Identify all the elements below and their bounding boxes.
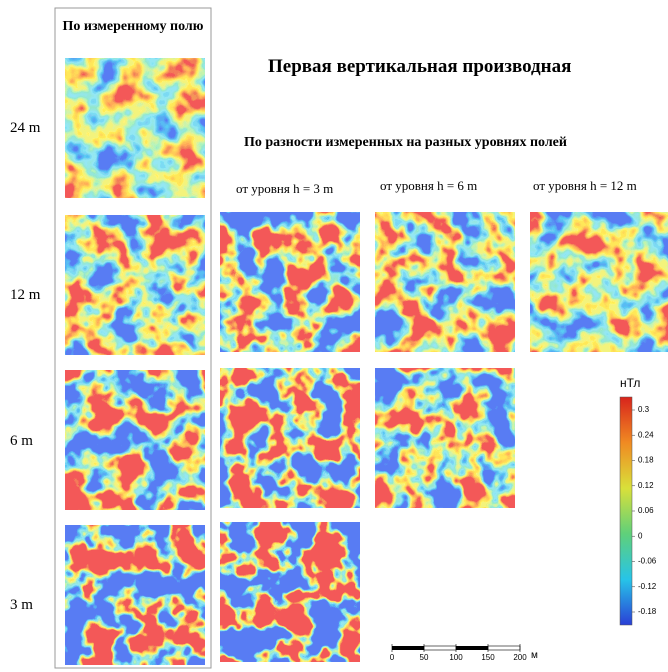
column-frame [54, 7, 212, 669]
scale-tick-label: 50 [420, 653, 429, 662]
row-label: 3 m [10, 597, 33, 613]
colorbar-tick-label: 0.06 [638, 506, 654, 515]
title: Первая вертикальная производная [268, 56, 572, 77]
column-label: от уровня h = 3 m [236, 181, 334, 196]
field-map [375, 212, 515, 352]
row-label: 12 m [10, 287, 41, 303]
colorbar-tick-label: -0.12 [638, 582, 657, 591]
field-map [220, 522, 360, 662]
subtitle: По разности измеренных на разных уровнях… [244, 135, 567, 150]
colorbar-tick-label: 0.18 [638, 456, 654, 465]
scale-tick-label: 150 [481, 653, 495, 662]
colorbar-tick-label: 0.24 [638, 430, 654, 439]
field-map [65, 58, 205, 198]
column-label: от уровня h = 12 m [533, 178, 637, 193]
colorbar-tick-label: -0.06 [638, 557, 657, 566]
scale-unit: м [531, 650, 538, 661]
scale-bar-segment [423, 645, 457, 651]
colorbar [619, 396, 633, 626]
colorbar-tick-label: 0 [638, 531, 643, 540]
field-map [65, 215, 205, 355]
scale-tick-label: 100 [449, 653, 463, 662]
scale-bar-segment [392, 646, 424, 650]
field-map [530, 212, 668, 352]
colorbar-unit: нТл [620, 376, 641, 390]
scale-tick-label: 0 [390, 653, 395, 662]
field-map [220, 212, 360, 352]
scale-bar-segment [487, 645, 521, 651]
column-header: По измеренному полю [62, 19, 204, 34]
colorbar-tick-label: -0.18 [638, 607, 657, 616]
field-map [375, 368, 515, 508]
row-label: 6 m [10, 433, 33, 449]
field-map [220, 368, 360, 508]
scale-tick-label: 200 [513, 653, 527, 662]
colorbar-tick-label: 0.3 [638, 405, 650, 414]
scale-bar-segment [456, 646, 488, 650]
field-map [65, 370, 205, 510]
colorbar-tick-label: 0.12 [638, 481, 654, 490]
row-label: 24 m [10, 120, 41, 136]
column-label: от уровня h = 6 m [380, 178, 478, 193]
field-map [65, 525, 205, 665]
